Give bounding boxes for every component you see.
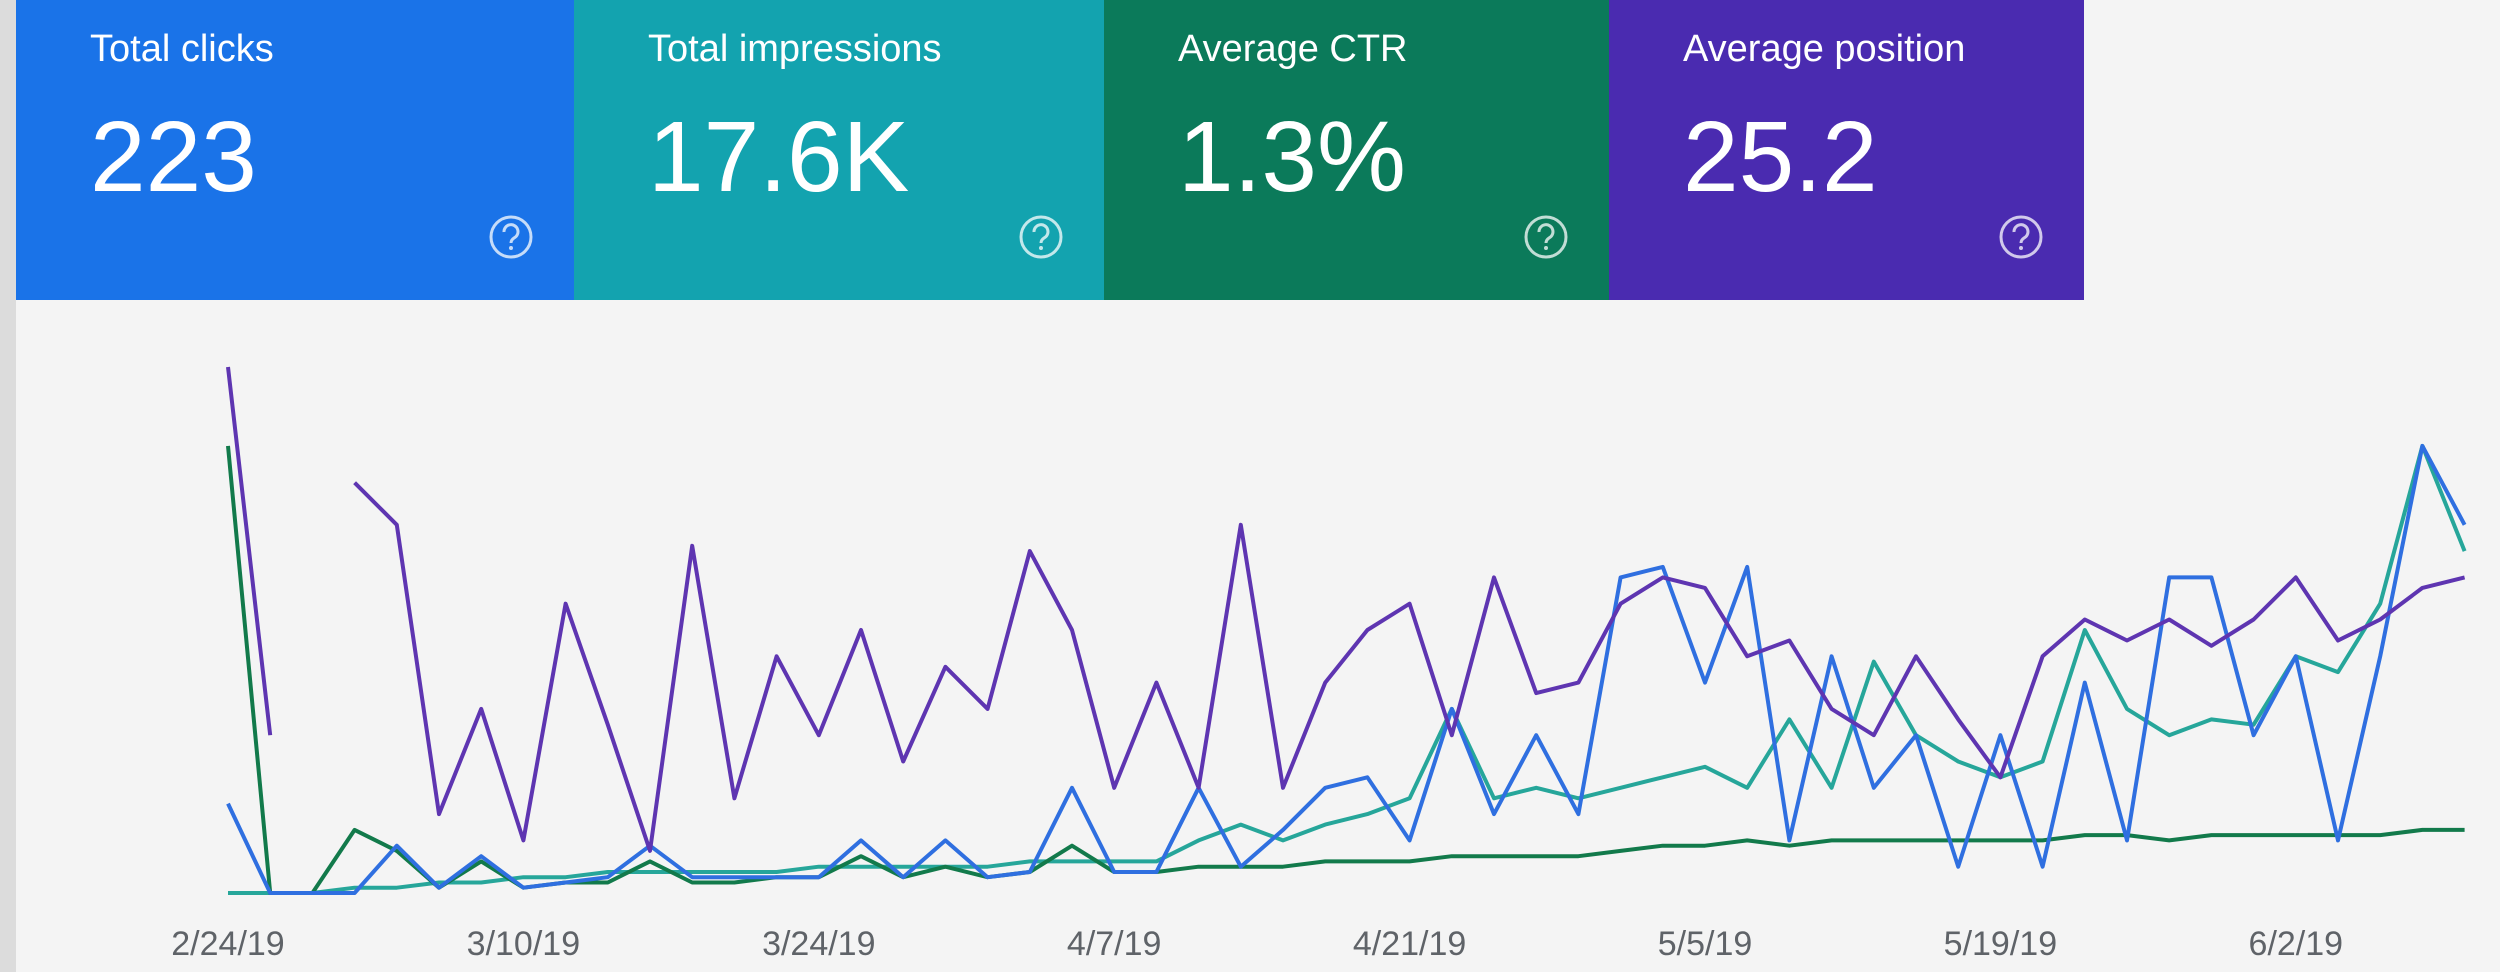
metric-value: 25.2 — [1683, 101, 1878, 213]
x-tick-label: 5/19/19 — [1944, 925, 2057, 963]
x-tick-label: 3/10/19 — [467, 925, 580, 963]
help-icon[interactable] — [488, 214, 534, 260]
series-line — [226, 366, 2466, 853]
metric-value: 1.3% — [1178, 101, 1406, 213]
metric-card[interactable]: Average CTR 1.3% — [1104, 0, 1609, 300]
metric-value: 17.6K — [648, 101, 910, 213]
help-icon[interactable] — [1018, 214, 1064, 260]
series-line — [226, 445, 2465, 895]
metric-label: Average CTR — [1178, 28, 1408, 70]
metric-label: Total impressions — [648, 28, 942, 70]
x-tick-label: 2/24/19 — [171, 925, 284, 963]
metric-label: Total clicks — [90, 28, 274, 70]
side-strip — [0, 0, 16, 972]
metric-cards: Total clicks 223 Total impressions 17.6K Ave… — [16, 0, 2084, 300]
x-tick-label: 4/7/19 — [1067, 925, 1162, 963]
metric-value: 223 — [90, 101, 257, 213]
x-tick-label: 5/5/19 — [1658, 925, 1753, 963]
metric-card[interactable]: Average position 25.2 — [1609, 0, 2084, 300]
metric-card[interactable]: Total impressions 17.6K — [574, 0, 1104, 300]
help-icon[interactable] — [1523, 214, 1569, 260]
series-line — [226, 443, 2467, 895]
help-icon[interactable] — [1998, 214, 2044, 260]
x-tick-label: 6/2/19 — [2249, 925, 2344, 963]
x-tick-label: 4/21/19 — [1353, 925, 1466, 963]
metric-label: Average position — [1683, 28, 1966, 70]
series-line — [228, 443, 2467, 895]
metric-card[interactable]: Total clicks 223 — [16, 0, 574, 300]
x-tick-label: 3/24/19 — [762, 925, 875, 963]
